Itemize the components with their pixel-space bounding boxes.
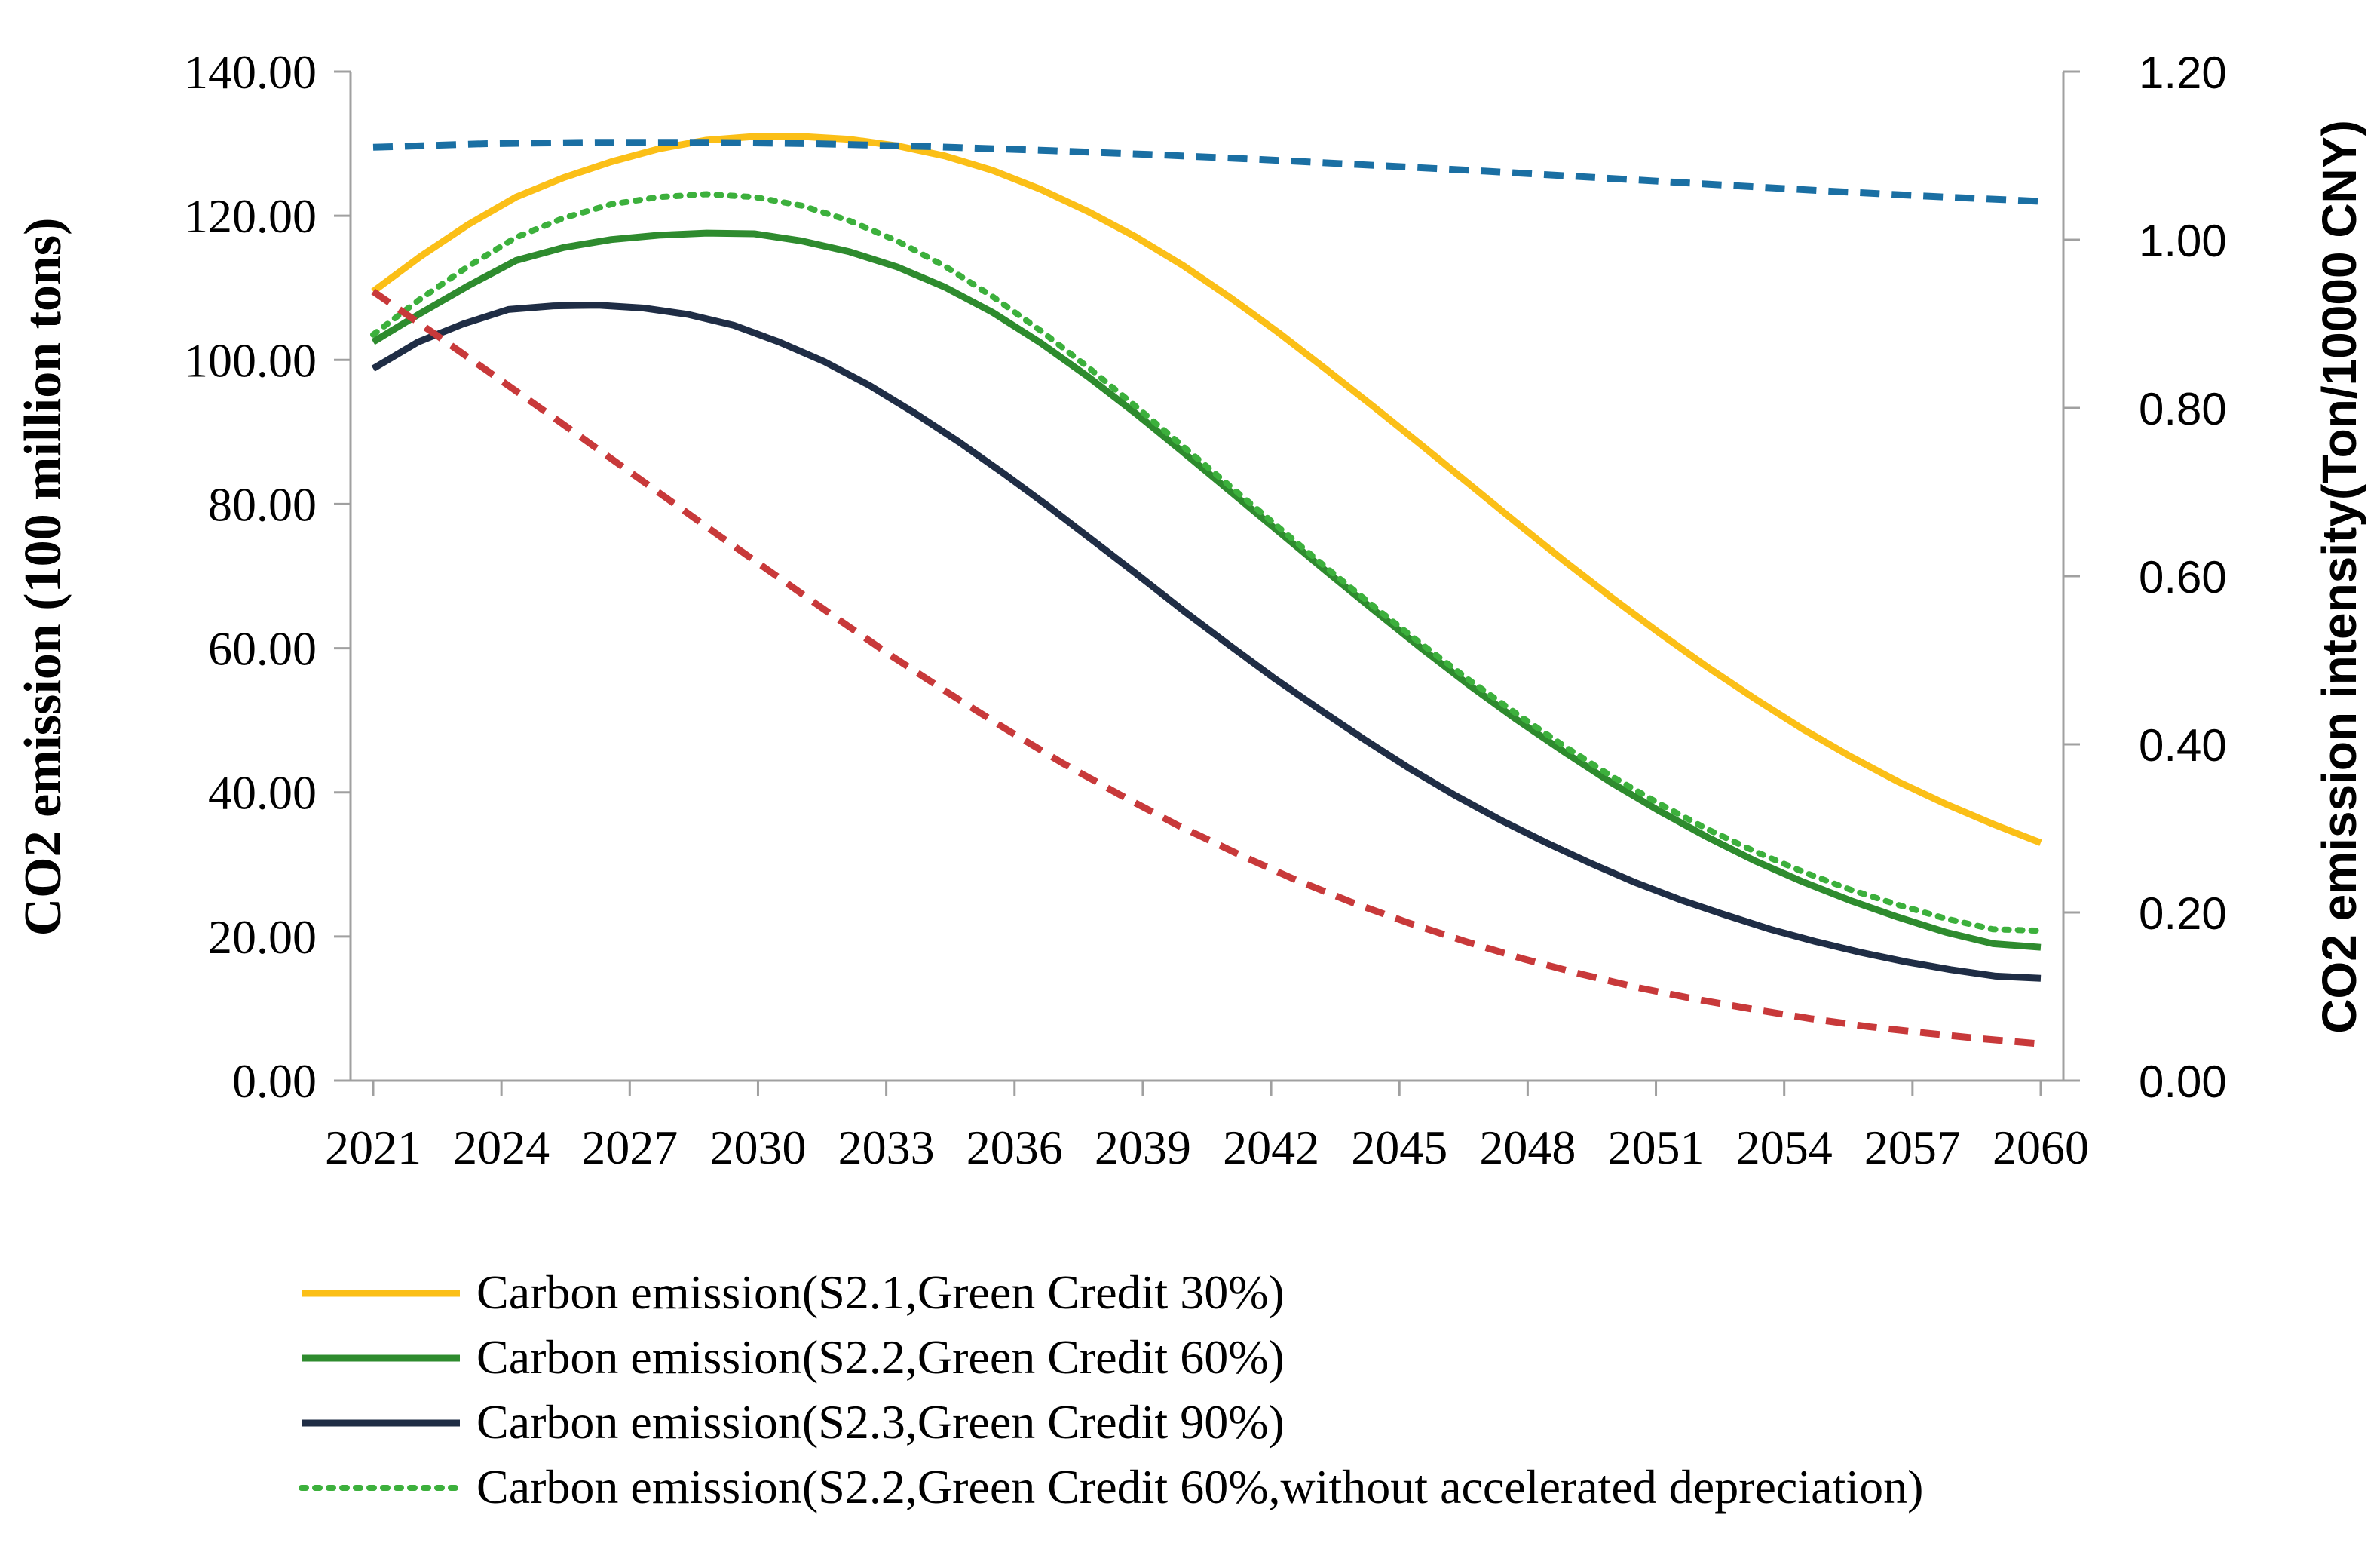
left-tick-label: 60.00 xyxy=(208,622,317,676)
legend-entry-label: Carbon emission(S2.2,Green Credit 60%) xyxy=(476,1330,1285,1384)
right-tick-label: 0.40 xyxy=(2139,720,2227,771)
legend: Carbon emission(S2.1,Green Credit 30%) Ca… xyxy=(299,1265,1923,1514)
x-tick-label: 2033 xyxy=(838,1121,935,1174)
right-tick-label: 0.20 xyxy=(2139,888,2227,939)
left-y-ticks: 0.00 20.00 40.00 60.00 80.00 100.00 120.00 140.… xyxy=(184,45,351,1108)
legend-entry-label: Carbon emission(S2.1,Green Credit 30%) xyxy=(476,1265,1285,1319)
series-line-2 xyxy=(371,229,2042,951)
right-y-axis-label: CO2 emission intensity(Ton/10000 CNY) xyxy=(2312,120,2366,1034)
legend-entry-label: Carbon emission(S2.3,Green Credit 90%) xyxy=(476,1395,1285,1449)
x-tick-label: 2045 xyxy=(1351,1121,1447,1174)
x-tick-label: 2036 xyxy=(966,1121,1063,1174)
series-lines xyxy=(370,133,2044,1047)
left-tick-label: 140.00 xyxy=(184,45,317,99)
x-tick-label: 2027 xyxy=(581,1121,678,1174)
x-tick-label: 2030 xyxy=(709,1121,806,1174)
right-tick-label: 1.00 xyxy=(2139,216,2227,266)
right-tick-label: 0.00 xyxy=(2139,1057,2227,1107)
x-tick-label: 2021 xyxy=(325,1121,421,1174)
right-tick-label: 0.80 xyxy=(2139,384,2227,434)
x-tick-label: 2054 xyxy=(1736,1121,1833,1174)
series-line-1 xyxy=(371,133,2042,846)
left-tick-label: 0.00 xyxy=(232,1054,317,1108)
left-tick-label: 80.00 xyxy=(208,477,317,531)
series-line-5 xyxy=(371,288,2042,1047)
series-line-6 xyxy=(372,139,2042,205)
x-tick-label: 2048 xyxy=(1479,1121,1576,1174)
series-line-4 xyxy=(370,191,2044,934)
x-tick-label: 2060 xyxy=(1993,1121,2089,1174)
right-y-ticks: 0.00 0.20 0.40 0.60 0.80 1.00 1.20 xyxy=(2063,48,2227,1107)
x-tick-label: 2057 xyxy=(1864,1121,1961,1174)
legend-entry-label: Carbon emission(S2.2,Green Credit 60%,wi… xyxy=(476,1460,1923,1514)
left-tick-label: 40.00 xyxy=(208,766,317,820)
left-tick-label: 20.00 xyxy=(208,910,317,964)
right-tick-label: 1.20 xyxy=(2139,48,2227,98)
left-y-axis-label: CO2 emission (100 million tons) xyxy=(14,218,72,937)
x-tick-label: 2051 xyxy=(1608,1121,1705,1174)
left-tick-label: 120.00 xyxy=(184,189,317,243)
x-axis-ticks: 2021 2024 2027 2030 2033 2036 2039 2042 2045 2048… xyxy=(325,1081,2089,1174)
right-tick-label: 0.60 xyxy=(2139,552,2227,603)
x-tick-label: 2039 xyxy=(1095,1121,1191,1174)
x-tick-label: 2024 xyxy=(453,1121,550,1174)
x-tick-label: 2042 xyxy=(1223,1121,1319,1174)
series-line-3 xyxy=(371,302,2042,982)
left-tick-label: 100.00 xyxy=(184,333,317,387)
